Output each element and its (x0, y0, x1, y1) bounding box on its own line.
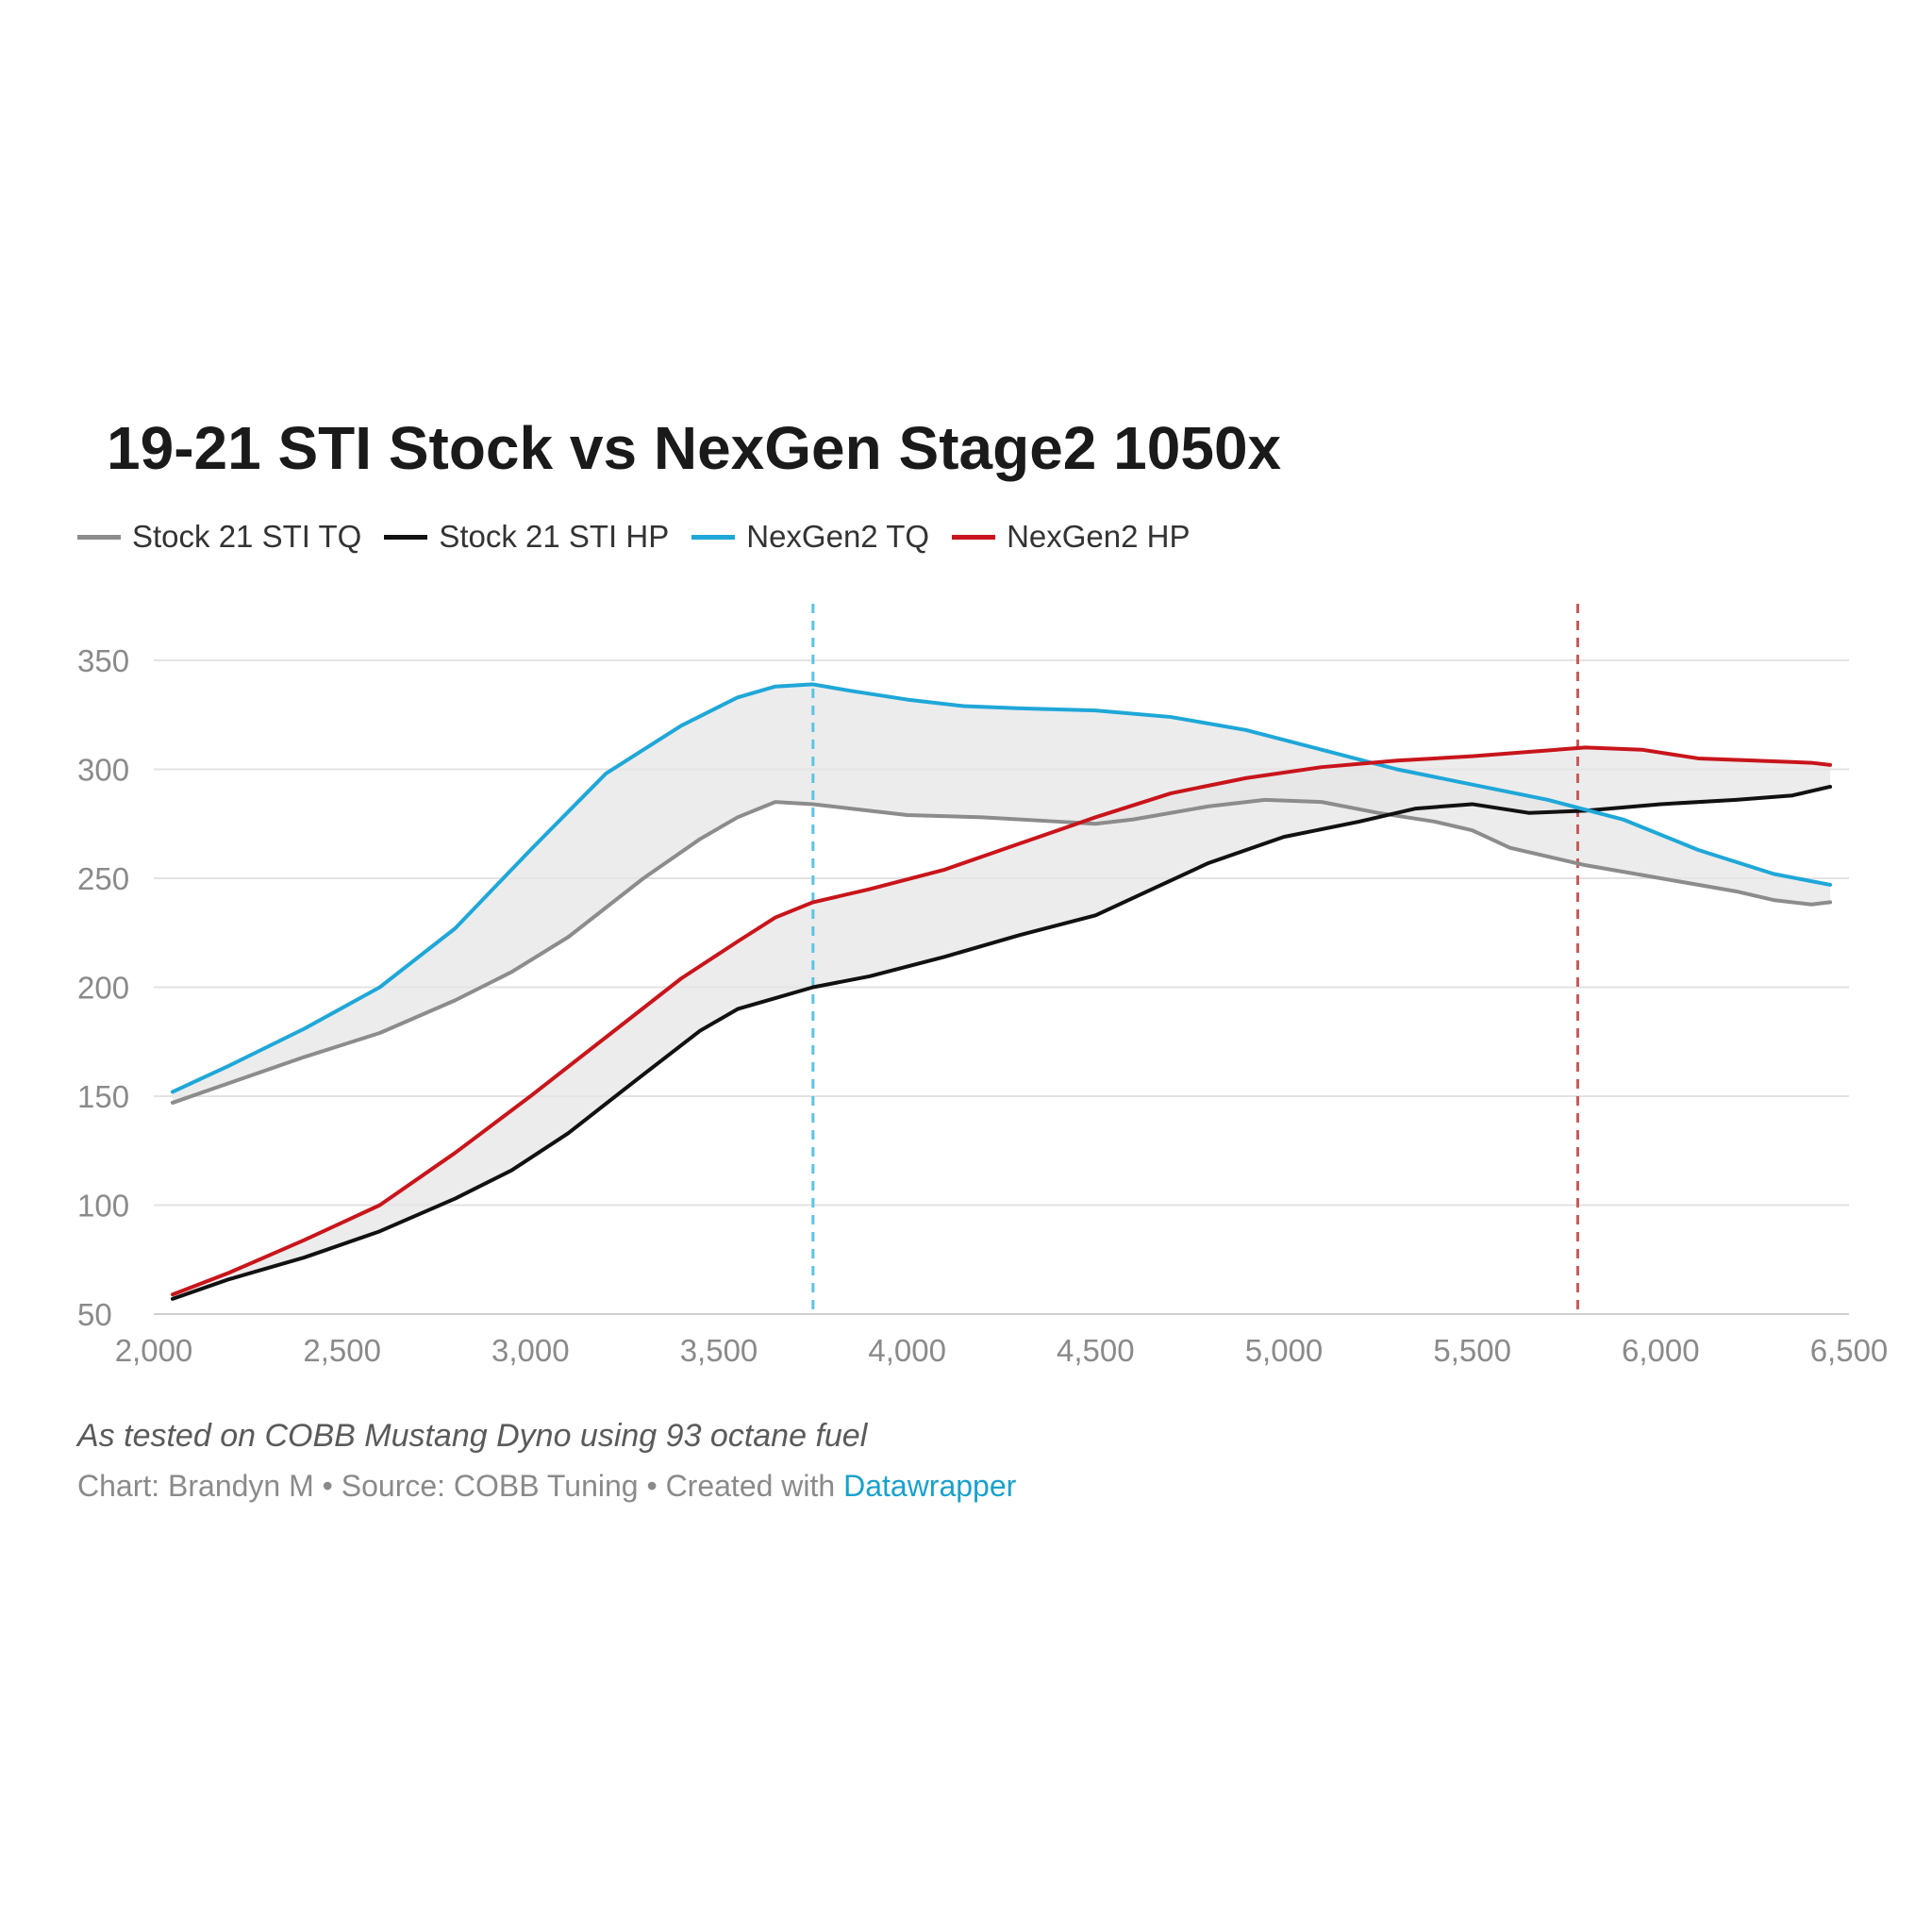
credit-text: Chart: Brandyn M • Source: COBB Tuning •… (77, 1469, 844, 1503)
y-tick-label-300: 300 (77, 753, 129, 788)
legend-label-nexgen-hp: NexGen2 HP (1007, 519, 1191, 554)
y-tick-label-350: 350 (77, 643, 129, 678)
y-tick-label-250: 250 (77, 861, 129, 896)
x-tick-label-5500: 5,500 (1433, 1333, 1511, 1368)
x-tick-label-2500: 2,500 (303, 1333, 381, 1368)
chart-note: As tested on COBB Mustang Dyno using 93 … (77, 1418, 868, 1454)
x-tick-label-4500: 4,500 (1057, 1333, 1135, 1368)
legend-item-nexgen-hp: NexGen2 HP (952, 519, 1191, 555)
legend-item-nexgen-tq: NexGen2 TQ (691, 519, 929, 555)
x-tick-label-3500: 3,500 (680, 1333, 758, 1368)
x-tick-label-3000: 3,000 (491, 1333, 570, 1368)
legend-swatch-nexgen-tq (691, 534, 736, 540)
y-tick-label-100: 100 (77, 1189, 129, 1224)
legend-item-stock-hp: Stock 21 STI HP (384, 519, 669, 555)
legend-swatch-stock-hp (384, 534, 428, 540)
legend-label-stock-tq: Stock 21 STI TQ (132, 519, 362, 554)
x-tick-label-6000: 6,000 (1622, 1333, 1700, 1368)
x-tick-label-5000: 5,000 (1245, 1333, 1324, 1368)
chart-credit: Chart: Brandyn M • Source: COBB Tuning •… (77, 1469, 1016, 1504)
x-tick-label-4000: 4,000 (868, 1333, 946, 1368)
datawrapper-link[interactable]: Datawrapper (843, 1469, 1017, 1503)
legend-label-nexgen-tq: NexGen2 TQ (746, 519, 930, 554)
legend-swatch-stock-tq (77, 534, 121, 540)
y-tick-label-50: 50 (77, 1297, 112, 1332)
y-tick-label-200: 200 (77, 971, 129, 1006)
x-tick-label-2000: 2,000 (115, 1333, 193, 1368)
y-tick-label-150: 150 (77, 1079, 129, 1114)
x-tick-label-6500: 6,500 (1810, 1333, 1889, 1368)
series-line-nexgen2-tq (170, 682, 1833, 1094)
series-line-stock-21-sti-hp (170, 784, 1833, 1301)
chart-legend: Stock 21 STI TQ Stock 21 STI HP NexGen2 … (77, 519, 1213, 555)
series-line-stock-21-sti-tq (170, 797, 1833, 1105)
chart-title: 19-21 STI Stock vs NexGen Stage2 1050x (107, 414, 1282, 482)
legend-swatch-nexgen-hp (952, 534, 996, 540)
legend-label-stock-hp: Stock 21 STI HP (439, 519, 670, 554)
legend-item-stock-tq: Stock 21 STI TQ (77, 519, 361, 555)
series-line-nexgen2-hp (170, 745, 1833, 1297)
